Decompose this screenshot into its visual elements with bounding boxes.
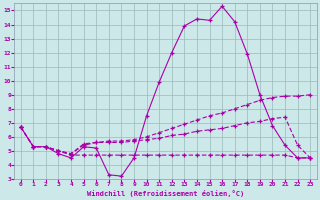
X-axis label: Windchill (Refroidissement éolien,°C): Windchill (Refroidissement éolien,°C) (87, 190, 244, 197)
